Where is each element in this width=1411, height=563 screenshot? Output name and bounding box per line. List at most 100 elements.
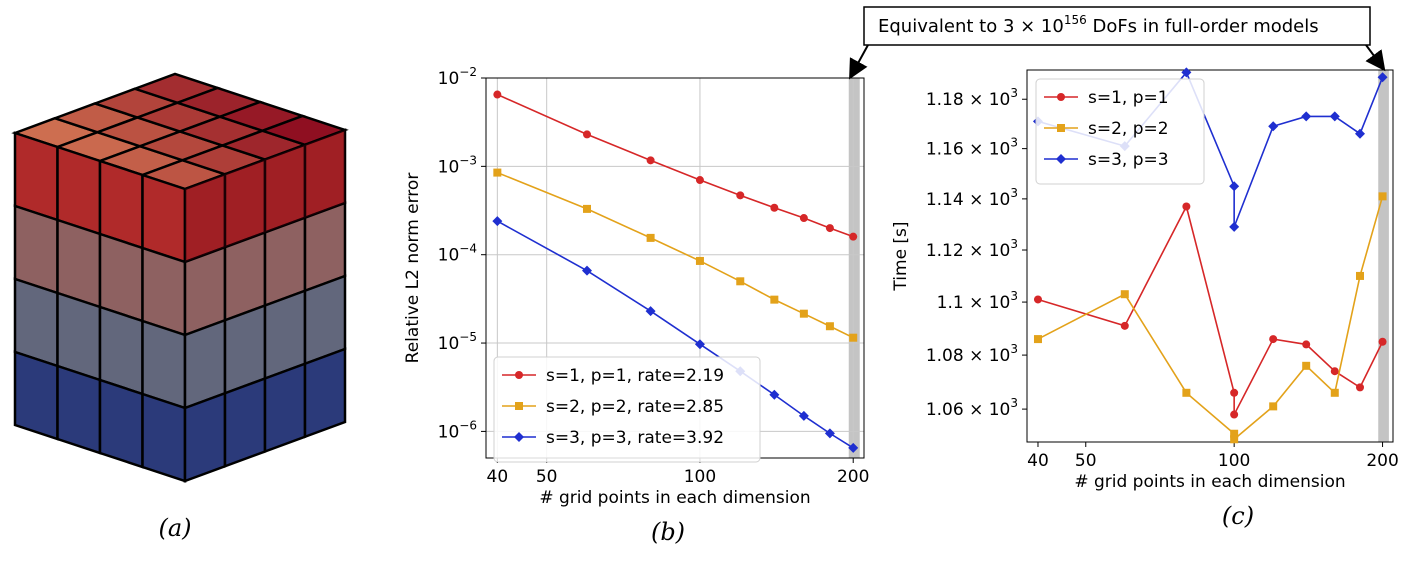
data-point bbox=[694, 339, 705, 350]
callout-text: Equivalent to 3 × 10156 DoFs in full-ord… bbox=[878, 13, 1319, 37]
x-tick-label: 100 bbox=[684, 467, 716, 487]
data-point bbox=[1302, 361, 1311, 370]
legend-label: s=1, p=1, rate=2.19 bbox=[546, 366, 724, 386]
data-point bbox=[1120, 321, 1129, 330]
y-tick-label: 10−5 bbox=[438, 330, 477, 354]
data-point bbox=[581, 265, 592, 276]
legend-marker bbox=[1057, 93, 1065, 101]
legend-marker bbox=[515, 371, 523, 379]
data-point bbox=[849, 333, 858, 342]
data-point bbox=[1230, 410, 1239, 419]
axes-frame bbox=[1026, 69, 1394, 443]
data-point bbox=[799, 214, 808, 223]
cube-front-cell bbox=[13, 350, 59, 441]
x-tick-label: 200 bbox=[1366, 451, 1398, 471]
panel-label-a: (a) bbox=[158, 514, 191, 542]
data-point bbox=[825, 322, 834, 331]
data-point bbox=[1033, 295, 1042, 304]
x-axis-label: # grid points in each dimension bbox=[1074, 472, 1345, 492]
data-point bbox=[493, 90, 502, 99]
data-point bbox=[646, 156, 655, 165]
data-point bbox=[582, 130, 591, 139]
legend-marker bbox=[514, 432, 524, 442]
legend-label: s=2, p=2, rate=2.85 bbox=[546, 397, 724, 417]
series-line bbox=[497, 93, 854, 238]
y-axis-label: Relative L2 norm error bbox=[403, 173, 423, 364]
y-tick-label: 10−4 bbox=[438, 242, 477, 266]
cube-front-cell bbox=[141, 392, 187, 483]
data-point bbox=[1182, 202, 1191, 211]
y-tick-label: 1.08 × 103 bbox=[926, 342, 1018, 366]
data-point bbox=[770, 203, 779, 212]
y-tick-label: 10−2 bbox=[438, 65, 477, 89]
data-point bbox=[1354, 128, 1365, 139]
data-point bbox=[1229, 181, 1240, 192]
cube-illustration bbox=[11, 72, 349, 483]
data-point bbox=[493, 168, 502, 177]
chart-error-convergence: 40 50 100 200 10−6 10−5 10−4 10−3 10−2 # grid poi… bbox=[403, 65, 869, 508]
data-point bbox=[1269, 402, 1278, 411]
data-point bbox=[1230, 388, 1239, 397]
data-point bbox=[1120, 290, 1129, 299]
data-point bbox=[1378, 192, 1387, 201]
data-point bbox=[695, 256, 704, 265]
data-point bbox=[1181, 67, 1192, 78]
data-point bbox=[645, 306, 656, 317]
y-tick-label: 1.14 × 103 bbox=[926, 186, 1018, 210]
data-point bbox=[695, 176, 704, 185]
legend-marker bbox=[515, 402, 523, 410]
data-point bbox=[798, 410, 809, 421]
data-point bbox=[1377, 72, 1388, 83]
x-axis-label: # grid points in each dimension bbox=[539, 488, 810, 508]
legend-marker bbox=[1057, 124, 1065, 132]
cube-shade bbox=[185, 130, 345, 262]
data-point bbox=[1355, 383, 1364, 392]
data-point bbox=[1355, 271, 1364, 280]
data-point bbox=[824, 428, 835, 439]
data-point bbox=[1329, 111, 1340, 122]
x-tick-label: 50 bbox=[536, 467, 558, 487]
data-point bbox=[1330, 388, 1339, 397]
cube-side-cell bbox=[223, 376, 267, 469]
legend-label: s=3, p=3 bbox=[1088, 150, 1169, 170]
series-line bbox=[1037, 196, 1384, 441]
legend-label: s=2, p=2 bbox=[1088, 119, 1169, 139]
callout-arrow-b bbox=[849, 44, 869, 80]
data-point bbox=[736, 277, 745, 286]
shaded-band bbox=[1378, 70, 1389, 442]
data-point bbox=[736, 191, 745, 200]
x-tick-label: 40 bbox=[487, 467, 509, 487]
data-point bbox=[1182, 388, 1191, 397]
callout-arrow-c bbox=[1365, 44, 1386, 72]
callout: Equivalent to 3 × 10156 DoFs in full-ord… bbox=[849, 6, 1386, 80]
data-point bbox=[825, 224, 834, 233]
data-point bbox=[1268, 121, 1279, 132]
data-point bbox=[1229, 221, 1240, 232]
data-point bbox=[849, 232, 858, 241]
cube-side-cell bbox=[183, 391, 227, 483]
cube-side-cell bbox=[263, 361, 307, 454]
y-tick-label: 1.1 × 103 bbox=[937, 289, 1018, 313]
x-tick-label: 40 bbox=[1027, 451, 1049, 471]
y-axis-label: Time [s] bbox=[891, 221, 911, 291]
data-point bbox=[1033, 335, 1042, 344]
shaded-band bbox=[848, 78, 860, 458]
data-point bbox=[769, 389, 780, 400]
y-tick-label: 1.06 × 103 bbox=[926, 396, 1018, 420]
data-point bbox=[582, 204, 591, 213]
callout-box bbox=[863, 6, 1371, 46]
cube-side-cell bbox=[303, 347, 347, 439]
legend-label: s=1, p=1 bbox=[1088, 88, 1169, 108]
data-point bbox=[848, 442, 859, 453]
data-point bbox=[1301, 111, 1312, 122]
y-tick-label: 10−3 bbox=[438, 153, 477, 177]
data-point bbox=[1230, 429, 1239, 438]
y-tick-label: 1.16 × 103 bbox=[926, 136, 1018, 160]
data-point bbox=[1269, 335, 1278, 344]
data-point bbox=[799, 309, 808, 318]
x-tick-label: 100 bbox=[1218, 451, 1250, 471]
legend-box bbox=[1035, 78, 1205, 185]
data-point bbox=[1330, 367, 1339, 376]
series-line bbox=[1037, 204, 1384, 415]
